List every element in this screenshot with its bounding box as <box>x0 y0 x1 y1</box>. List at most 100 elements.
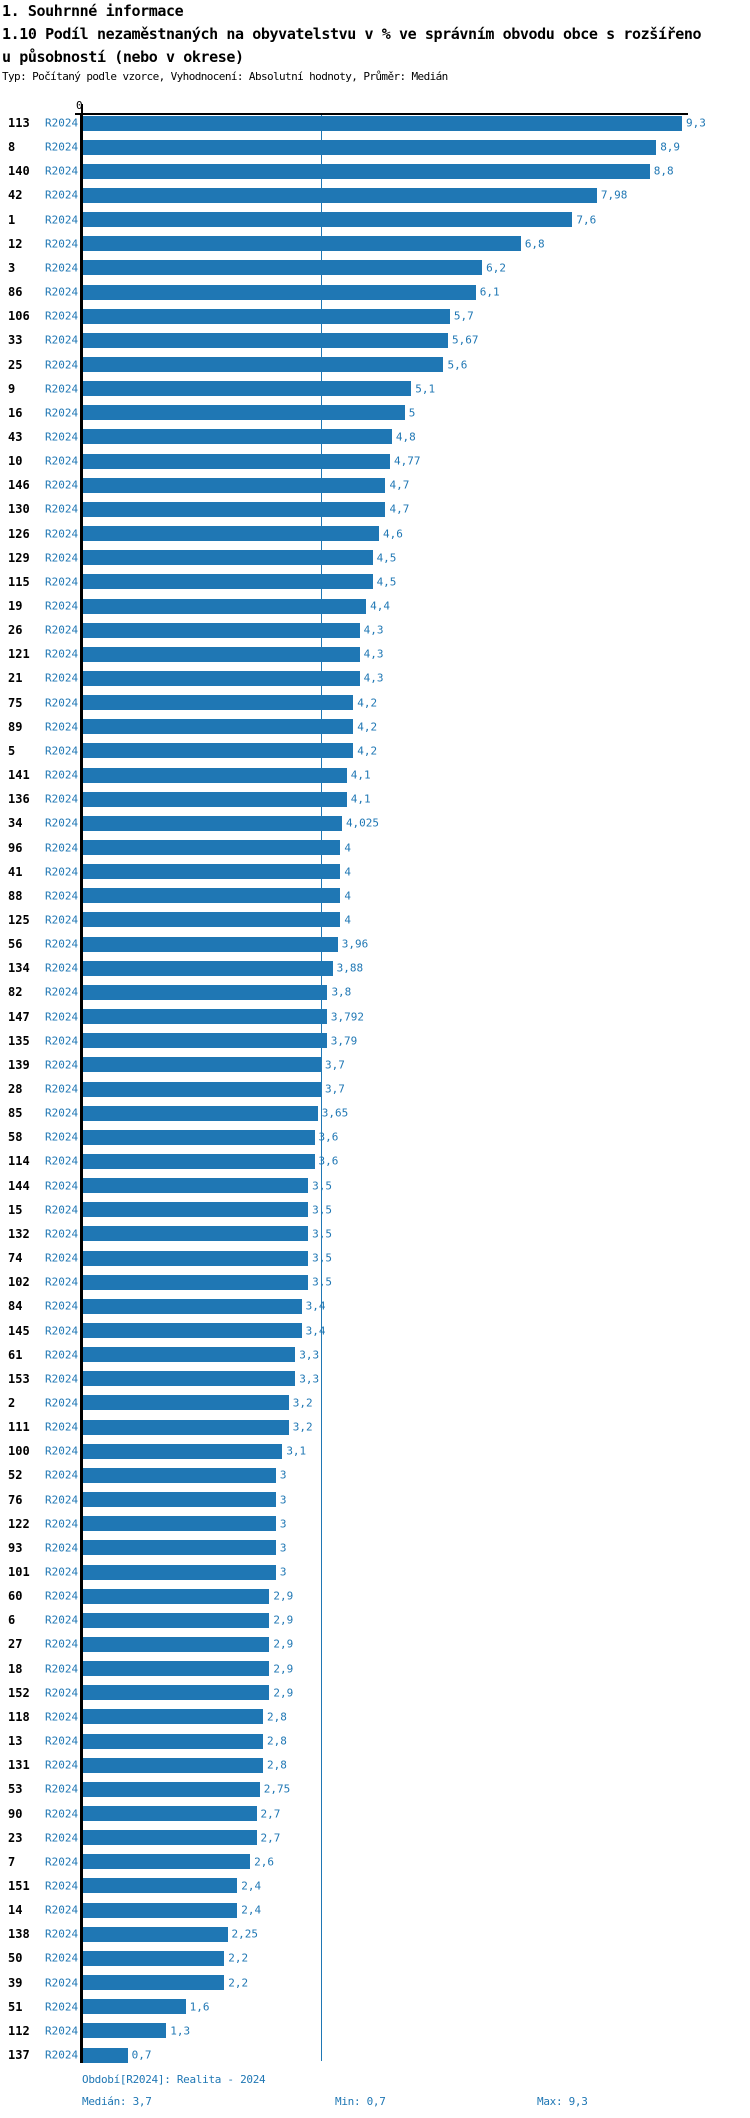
row-period-label: R2024 <box>45 623 79 637</box>
row-bar <box>82 1926 228 1942</box>
row-bar <box>82 1854 251 1870</box>
row-id-label: 42 <box>8 188 23 203</box>
row-period-label: R2024 <box>45 551 79 565</box>
chart-row: 26 R2024 4,3 <box>0 622 750 638</box>
row-id-label: 21 <box>8 671 23 686</box>
row-period-label: R2024 <box>45 164 79 178</box>
chart-row: 52 R2024 3 <box>0 1467 750 1483</box>
row-value-label: 3,7 <box>325 1058 345 1072</box>
row-id-label: 27 <box>8 1637 23 1652</box>
row-period-label: R2024 <box>45 430 79 444</box>
row-bar <box>82 2023 167 2039</box>
row-value-label: 3 <box>279 1468 287 1482</box>
row-id-label: 129 <box>8 550 30 565</box>
row-id-label: 153 <box>8 1371 30 1386</box>
row-period-label: R2024 <box>45 937 79 951</box>
row-value-label: 3 <box>279 1517 287 1531</box>
row-value-label: 2,75 <box>263 1782 291 1796</box>
chart-row: 8 R2024 8,9 <box>0 139 750 155</box>
row-bar <box>82 2047 128 2063</box>
row-period-label: R2024 <box>45 1493 79 1507</box>
row-bar <box>82 1588 270 1604</box>
row-id-label: 8 <box>8 140 16 155</box>
chart-row: 129 R2024 4,5 <box>0 550 750 566</box>
row-value-label: 4 <box>344 841 351 854</box>
row-value-label: 4,7 <box>389 478 410 492</box>
footer-min: Min: 0,7 <box>335 2095 386 2108</box>
row-period-label: R2024 <box>45 816 79 830</box>
row-id-label: 25 <box>8 357 23 372</box>
row-value-label: 2,9 <box>273 1589 294 1603</box>
row-value-label: 4,5 <box>376 551 397 565</box>
row-period-label: R2024 <box>45 1541 79 1555</box>
row-id-label: 9 <box>8 381 16 396</box>
row-id-label: 151 <box>8 1878 30 1893</box>
row-id-label: 114 <box>8 1154 30 1169</box>
chart-row: 115 R2024 4,5 <box>0 574 750 590</box>
row-value-label: 1,6 <box>189 2000 210 2014</box>
chart-row: 130 R2024 4,7 <box>0 501 750 517</box>
row-period-label: R2024 <box>45 1154 79 1168</box>
chart-row: 126 R2024 4,6 <box>0 526 750 542</box>
row-id-label: 75 <box>8 695 23 710</box>
row-period-label: R2024 <box>45 358 79 371</box>
row-id-label: 126 <box>8 526 30 541</box>
row-period-label: R2024 <box>45 1275 79 1289</box>
row-bar <box>82 381 412 397</box>
row-value-label: 3,5 <box>312 1179 332 1193</box>
row-bar <box>82 767 347 783</box>
row-period-label: R2024 <box>45 1710 79 1724</box>
row-period-label: R2024 <box>45 1686 79 1700</box>
row-value-label: 3,4 <box>305 1324 326 1337</box>
chart-row: 56 R2024 3,96 <box>0 936 750 952</box>
row-value-label: 7,6 <box>576 213 597 227</box>
row-value-label: 2,7 <box>260 1831 281 1845</box>
chart-row: 75 R2024 4,2 <box>0 695 750 711</box>
row-period-label: R2024 <box>45 285 79 299</box>
row-period-label: R2024 <box>45 2024 79 2038</box>
row-period-label: R2024 <box>45 961 79 975</box>
row-period-label: R2024 <box>45 382 79 396</box>
row-id-label: 96 <box>8 840 23 855</box>
row-value-label: 3,2 <box>292 1420 313 1434</box>
row-period-label: R2024 <box>45 1807 79 1820</box>
row-period-label: R2024 <box>45 188 79 202</box>
chart-row: 86 R2024 6,1 <box>0 284 750 300</box>
row-period-label: R2024 <box>45 502 79 516</box>
row-id-label: 58 <box>8 1130 23 1145</box>
chart-row: 111 R2024 3,2 <box>0 1419 750 1435</box>
row-id-label: 89 <box>8 719 23 734</box>
y-axis-spine <box>79 113 83 2063</box>
row-bar <box>82 526 380 542</box>
row-id-label: 39 <box>8 1975 23 1990</box>
row-bar <box>82 840 341 855</box>
chart-row: 131 R2024 2,8 <box>0 1757 750 1773</box>
row-value-label: 6,8 <box>524 237 545 251</box>
row-period-label: R2024 <box>45 599 79 613</box>
chart-row: 101 R2024 3 <box>0 1564 750 1580</box>
chart-row: 85 R2024 3,65 <box>0 1105 750 1121</box>
row-period-label: R2024 <box>45 1058 79 1072</box>
chart-row: 1 R2024 7,6 <box>0 212 750 228</box>
row-bar <box>82 574 373 590</box>
row-id-label: 84 <box>8 1299 23 1314</box>
row-id-label: 134 <box>8 961 30 976</box>
row-id-label: 145 <box>8 1323 30 1338</box>
row-period-label: R2024 <box>45 309 79 323</box>
row-value-label: 2,8 <box>266 1734 287 1748</box>
chart-row: 27 R2024 2,9 <box>0 1636 750 1652</box>
row-id-label: 50 <box>8 1951 23 1966</box>
chart-row: 137 R2024 0,7 <box>0 2047 750 2063</box>
row-value-label: 3,8 <box>331 985 352 999</box>
row-period-label: R2024 <box>45 647 79 661</box>
row-period-label: R2024 <box>45 841 79 854</box>
chart-row: 39 R2024 2,2 <box>0 1975 750 1991</box>
chart-row: 9 R2024 5,1 <box>0 381 750 397</box>
row-period-label: R2024 <box>45 1299 79 1313</box>
row-bar <box>82 815 342 831</box>
row-value-label: 4,6 <box>383 527 403 541</box>
row-bar <box>82 1975 225 1991</box>
chart-row: 28 R2024 3,7 <box>0 1081 750 1097</box>
chart-row: 18 R2024 2,9 <box>0 1661 750 1677</box>
row-bar <box>82 719 354 735</box>
